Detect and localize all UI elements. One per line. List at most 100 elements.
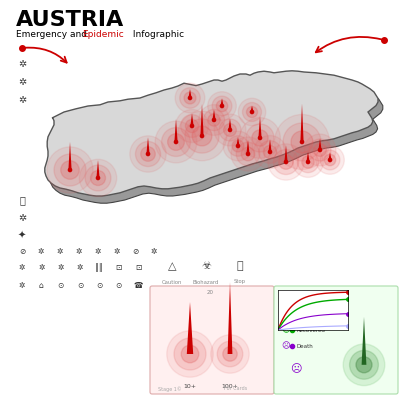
- Circle shape: [300, 140, 304, 144]
- Circle shape: [54, 154, 86, 186]
- Text: ✋: ✋: [237, 261, 243, 271]
- Circle shape: [85, 165, 111, 191]
- Circle shape: [238, 98, 266, 126]
- Circle shape: [90, 170, 106, 186]
- Circle shape: [174, 140, 178, 144]
- Circle shape: [224, 124, 236, 136]
- Circle shape: [200, 134, 204, 138]
- Polygon shape: [362, 317, 366, 365]
- Circle shape: [263, 145, 277, 158]
- Circle shape: [176, 110, 208, 142]
- Polygon shape: [300, 104, 304, 142]
- Text: ⊙: ⊙: [96, 282, 102, 290]
- Circle shape: [198, 105, 230, 135]
- Circle shape: [254, 136, 286, 168]
- Circle shape: [168, 134, 184, 150]
- Text: ✲: ✲: [58, 264, 64, 272]
- Circle shape: [47, 147, 93, 193]
- Text: ☹: ☹: [282, 342, 290, 350]
- Text: Confirmed: Confirmed: [297, 312, 326, 316]
- Circle shape: [306, 160, 310, 164]
- Circle shape: [350, 350, 378, 379]
- Text: ✋: ✋: [19, 195, 25, 205]
- Circle shape: [231, 137, 265, 171]
- Circle shape: [283, 123, 321, 161]
- Text: ⊙: ⊙: [58, 282, 64, 290]
- Text: ✲: ✲: [18, 213, 26, 223]
- Text: ✲: ✲: [19, 282, 25, 290]
- Text: ⊙: ⊙: [116, 282, 122, 290]
- Circle shape: [188, 96, 192, 100]
- Text: 10+: 10+: [184, 384, 196, 388]
- Circle shape: [79, 159, 117, 197]
- Circle shape: [211, 335, 249, 373]
- Text: Emergency and: Emergency and: [16, 30, 90, 39]
- Circle shape: [208, 92, 236, 120]
- Text: ✲: ✲: [56, 248, 63, 256]
- Text: ⊡: ⊡: [116, 264, 122, 272]
- Circle shape: [96, 176, 100, 180]
- Polygon shape: [246, 140, 250, 154]
- Circle shape: [236, 142, 260, 166]
- Polygon shape: [220, 98, 224, 106]
- FancyBboxPatch shape: [274, 286, 398, 394]
- Text: ✲: ✲: [94, 248, 101, 256]
- Circle shape: [274, 114, 330, 170]
- Circle shape: [241, 147, 255, 161]
- Circle shape: [212, 96, 232, 116]
- Text: 20: 20: [206, 290, 214, 294]
- Circle shape: [324, 154, 336, 166]
- Polygon shape: [236, 137, 240, 146]
- Circle shape: [246, 152, 250, 156]
- Circle shape: [216, 100, 228, 112]
- Text: Infographic: Infographic: [130, 30, 184, 39]
- Circle shape: [136, 142, 160, 166]
- Circle shape: [162, 128, 190, 156]
- Circle shape: [214, 114, 246, 146]
- Text: ☹: ☹: [290, 364, 302, 374]
- Text: ✲: ✲: [75, 248, 82, 256]
- Polygon shape: [146, 137, 150, 154]
- Circle shape: [259, 141, 281, 163]
- Polygon shape: [258, 116, 262, 138]
- Circle shape: [232, 140, 244, 152]
- Circle shape: [212, 118, 216, 122]
- Circle shape: [228, 128, 232, 132]
- Circle shape: [190, 124, 194, 128]
- Text: ✲: ✲: [18, 77, 26, 87]
- Text: ⊘: ⊘: [132, 248, 138, 256]
- Circle shape: [252, 130, 268, 146]
- Circle shape: [68, 168, 72, 172]
- Circle shape: [203, 109, 225, 131]
- Text: Biohazard: Biohazard: [193, 280, 219, 284]
- Circle shape: [181, 115, 204, 137]
- Polygon shape: [228, 118, 232, 130]
- Circle shape: [343, 344, 385, 386]
- Text: ⌂: ⌂: [39, 282, 44, 290]
- Polygon shape: [268, 139, 272, 152]
- Text: ‖‖: ‖‖: [96, 264, 103, 272]
- Circle shape: [320, 150, 340, 170]
- Text: ✲: ✲: [19, 264, 25, 272]
- Circle shape: [246, 106, 258, 118]
- Polygon shape: [250, 106, 254, 112]
- Text: 100+: 100+: [222, 384, 238, 388]
- Circle shape: [268, 150, 272, 154]
- Circle shape: [291, 131, 313, 153]
- Circle shape: [177, 111, 227, 161]
- Circle shape: [181, 345, 199, 363]
- Circle shape: [208, 114, 220, 126]
- Text: ☹: ☹: [282, 310, 290, 318]
- Circle shape: [302, 156, 314, 168]
- Polygon shape: [328, 152, 332, 160]
- Text: ✦: ✦: [18, 231, 26, 241]
- Text: ✲: ✲: [18, 59, 26, 69]
- Circle shape: [236, 144, 240, 148]
- Circle shape: [220, 104, 224, 108]
- Circle shape: [284, 160, 288, 164]
- Circle shape: [316, 146, 344, 174]
- Polygon shape: [68, 142, 72, 170]
- Circle shape: [314, 144, 326, 156]
- Text: ⊘: ⊘: [19, 248, 25, 256]
- Text: ✲: ✲: [18, 95, 26, 105]
